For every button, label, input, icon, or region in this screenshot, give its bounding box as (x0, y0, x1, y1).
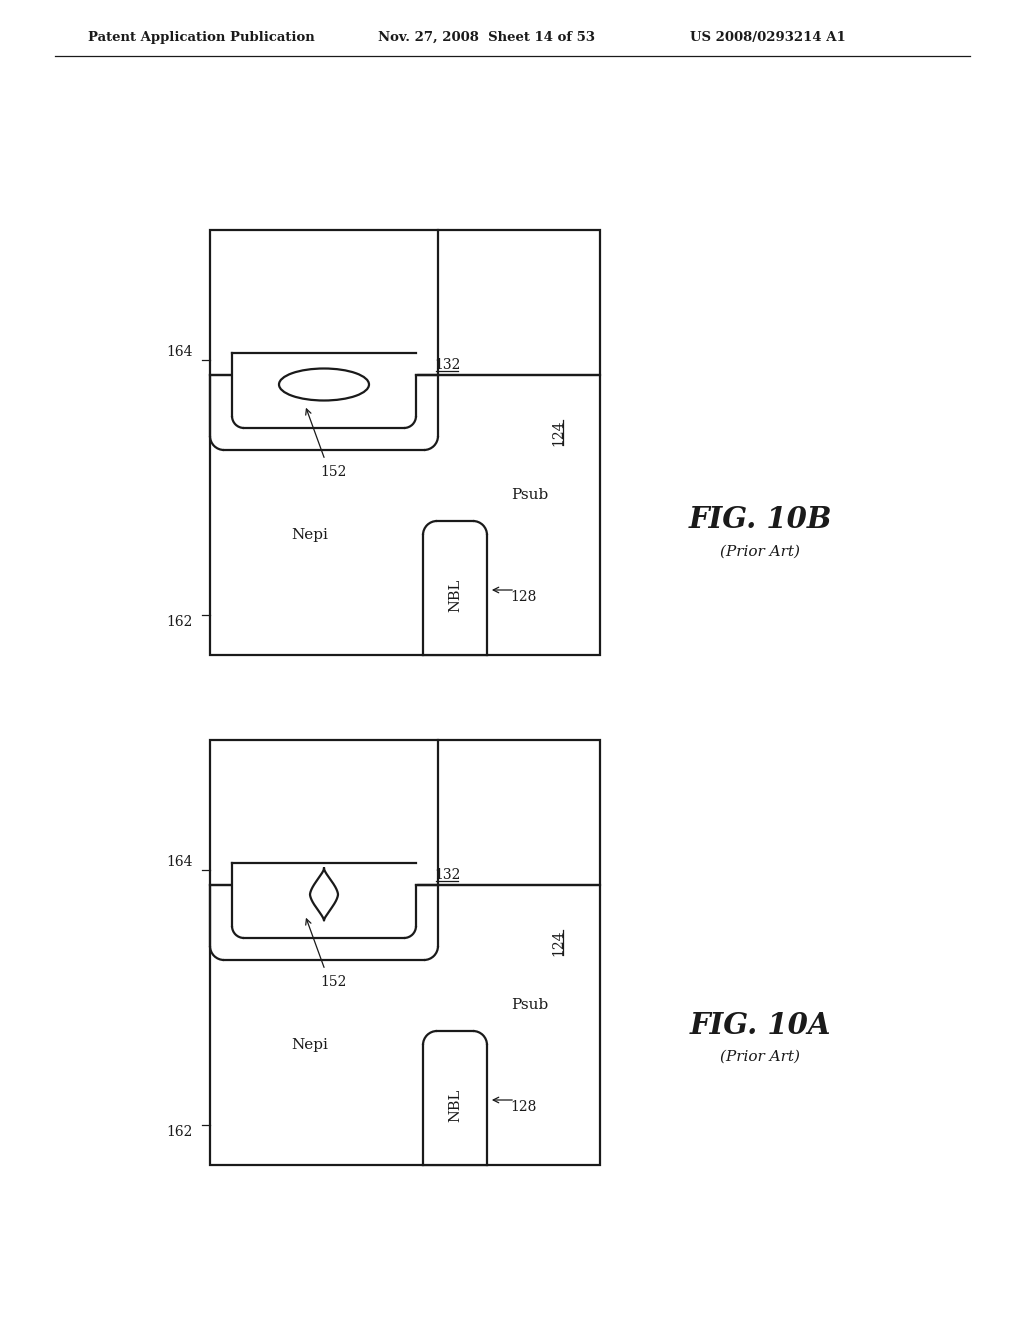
Text: Nepi: Nepi (292, 528, 329, 543)
Polygon shape (232, 863, 416, 939)
Text: 132: 132 (434, 869, 460, 882)
Text: Patent Application Publication: Patent Application Publication (88, 30, 314, 44)
Text: 128: 128 (510, 590, 537, 605)
Polygon shape (424, 521, 486, 653)
Text: NBL: NBL (449, 1089, 462, 1122)
Text: Psub: Psub (511, 998, 549, 1012)
Text: US 2008/0293214 A1: US 2008/0293214 A1 (690, 30, 846, 44)
Text: 132: 132 (434, 358, 460, 372)
Polygon shape (424, 1031, 486, 1164)
Text: (Prior Art): (Prior Art) (720, 1049, 800, 1064)
Text: 164: 164 (167, 345, 194, 359)
Text: 164: 164 (167, 855, 194, 869)
Text: (Prior Art): (Prior Art) (720, 545, 800, 558)
Text: 162: 162 (167, 615, 194, 630)
Text: Nepi: Nepi (292, 1038, 329, 1052)
Polygon shape (232, 352, 416, 428)
Text: NBL: NBL (449, 578, 462, 611)
Text: 124: 124 (551, 420, 565, 446)
Text: 162: 162 (167, 1125, 194, 1139)
Text: 128: 128 (510, 1100, 537, 1114)
Text: 124: 124 (551, 929, 565, 956)
Text: 152: 152 (319, 465, 346, 479)
Text: Psub: Psub (511, 488, 549, 502)
Text: 152: 152 (319, 975, 346, 989)
Text: FIG. 10A: FIG. 10A (689, 1011, 830, 1040)
Text: Nov. 27, 2008  Sheet 14 of 53: Nov. 27, 2008 Sheet 14 of 53 (378, 30, 595, 44)
Text: FIG. 10B: FIG. 10B (688, 506, 831, 535)
